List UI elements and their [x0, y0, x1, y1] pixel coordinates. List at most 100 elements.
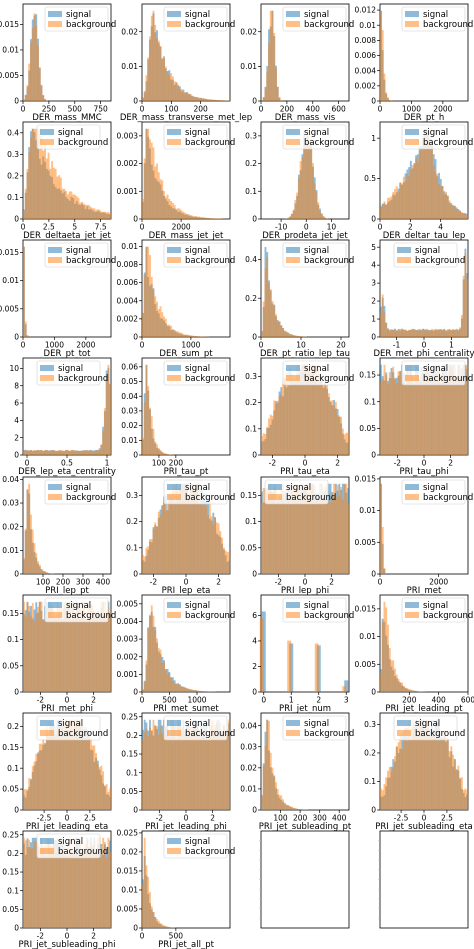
y-tick-label: 0.15	[359, 371, 376, 380]
legend-swatch-signal	[167, 720, 181, 726]
bar	[388, 372, 391, 455]
bar	[38, 743, 41, 810]
bar	[196, 97, 199, 101]
x-tick-label: 3	[344, 696, 349, 705]
bar	[59, 607, 62, 692]
legend-swatch-signal	[167, 365, 181, 371]
bar	[147, 736, 150, 810]
bar	[315, 192, 318, 219]
x-tick-label: 400	[96, 578, 111, 587]
bar	[157, 448, 160, 455]
x-axis-label: PRI_met_sumet	[153, 704, 219, 714]
y-tick-label: 0	[14, 806, 19, 815]
bar	[429, 138, 432, 219]
bar	[156, 37, 158, 101]
bar	[180, 89, 183, 101]
bar	[180, 210, 183, 219]
x-tick-label: 2000	[433, 105, 452, 114]
background-histogram	[259, 618, 347, 692]
bar	[103, 842, 106, 928]
bar	[26, 789, 29, 810]
legend-swatch-signal	[48, 484, 62, 490]
bar	[268, 485, 270, 574]
y-tick-label: 0.015	[355, 475, 377, 484]
legend-label-background: background	[304, 729, 354, 739]
bar	[49, 573, 52, 574]
x-axis-label: DER_mass_vis	[275, 113, 336, 123]
background-histogram	[380, 364, 469, 455]
y-tick-label: 0	[14, 97, 19, 106]
x-tick-label: -1	[393, 341, 401, 350]
x-tick-label: 250	[42, 105, 57, 114]
x-tick-label: 2	[408, 223, 413, 232]
bar	[38, 450, 41, 455]
bar	[305, 484, 307, 574]
bar	[152, 719, 155, 810]
x-tick-label: 20	[336, 341, 346, 350]
bar	[214, 724, 217, 810]
bar	[159, 726, 162, 810]
bar	[326, 385, 328, 455]
bar	[303, 364, 306, 455]
bar	[196, 725, 199, 810]
bar	[408, 721, 411, 810]
x-tick-label: 0	[140, 223, 145, 232]
bar	[28, 152, 31, 219]
bar	[276, 502, 279, 574]
bar	[278, 321, 281, 337]
subplot-PRI_jet_all_pt: 0 0.005 0.01 0.015 0.02 0.025 0 500PRI_jet_all_…	[117, 829, 236, 949]
y-tick-label: 0.05	[240, 543, 257, 552]
bar	[333, 483, 336, 574]
bar	[275, 487, 277, 574]
bar	[170, 927, 173, 928]
legend-swatch-background	[167, 730, 181, 736]
x-tick-label: 2	[91, 932, 96, 941]
bar	[142, 313, 144, 337]
bar	[95, 614, 98, 692]
y-tick-label: 0.01	[359, 506, 376, 515]
x-tick-label: 500	[68, 105, 83, 114]
y-tick-label: 0.3	[245, 372, 257, 381]
bar	[51, 161, 54, 219]
bar	[103, 408, 106, 455]
bar	[261, 330, 263, 337]
bar	[290, 806, 293, 810]
x-axis-label: PRI_lep_phi	[281, 586, 329, 596]
bar	[157, 172, 160, 219]
legend-label-signal: signal	[185, 601, 210, 611]
bar	[294, 335, 297, 337]
bar	[207, 217, 209, 219]
bar	[42, 570, 45, 574]
bar	[150, 906, 153, 928]
legend-label-background: background	[423, 138, 473, 148]
bar	[149, 139, 151, 219]
bar	[408, 689, 411, 692]
bar	[157, 511, 160, 574]
bar	[163, 58, 165, 101]
bar	[294, 808, 297, 810]
bar	[294, 199, 297, 219]
bar	[68, 719, 71, 810]
bar	[79, 202, 82, 219]
x-tick-label: 0	[422, 341, 427, 350]
bar	[283, 378, 286, 455]
bar	[170, 738, 173, 810]
bar	[336, 415, 339, 455]
y-tick-label: 0.015	[355, 604, 377, 613]
legend-label-background: background	[423, 611, 473, 621]
bar	[105, 784, 108, 810]
bar	[23, 210, 25, 219]
bar	[455, 209, 458, 219]
bar	[168, 735, 171, 810]
y-tick-label: 5	[371, 243, 376, 252]
bar	[261, 795, 263, 810]
bar	[459, 327, 462, 337]
bar	[164, 453, 167, 455]
bar	[100, 765, 103, 810]
subplot-PRI_lep_pt: 0 0.01 0.02 0.03 0.04 100 200 300 400 PRI_lep_pt s…	[2, 475, 116, 596]
y-tick-label: 0.1	[364, 777, 376, 786]
y-tick-label: 0.15	[2, 868, 19, 877]
y-tick-label: 0.2	[7, 849, 19, 858]
y-tick-label: 0	[14, 333, 19, 342]
bar	[452, 205, 455, 219]
